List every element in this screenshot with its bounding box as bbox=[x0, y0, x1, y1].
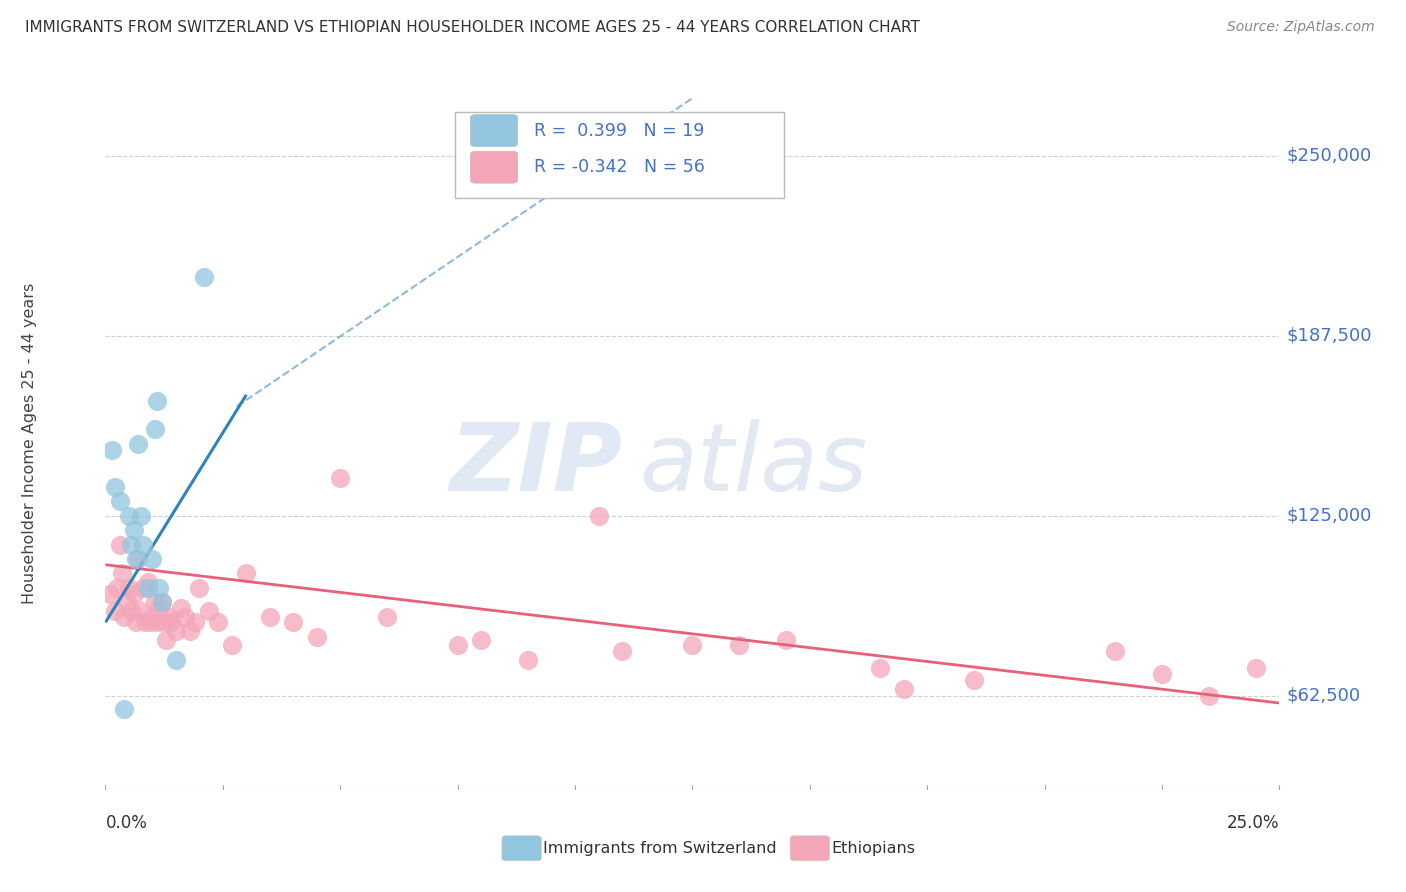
Point bbox=[122, 586, 145, 600]
Point bbox=[108, 494, 131, 508]
Point bbox=[893, 681, 915, 696]
Point bbox=[775, 632, 797, 647]
Point bbox=[143, 595, 166, 609]
Point bbox=[146, 615, 169, 630]
Point bbox=[136, 574, 159, 589]
Text: $187,500: $187,500 bbox=[1286, 326, 1372, 344]
Point bbox=[283, 615, 305, 630]
FancyBboxPatch shape bbox=[471, 152, 517, 183]
Text: IMMIGRANTS FROM SWITZERLAND VS ETHIOPIAN HOUSEHOLDER INCOME AGES 25 - 44 YEARS C: IMMIGRANTS FROM SWITZERLAND VS ETHIOPIAN… bbox=[25, 20, 920, 35]
Point bbox=[120, 604, 142, 618]
Point bbox=[728, 639, 751, 653]
Point bbox=[153, 615, 176, 630]
Point bbox=[132, 581, 155, 595]
Point bbox=[134, 615, 156, 630]
Point bbox=[1150, 667, 1173, 681]
Point bbox=[869, 661, 891, 675]
Point bbox=[104, 480, 127, 494]
Point bbox=[681, 639, 703, 653]
Point bbox=[165, 653, 187, 667]
Text: R =  0.399   N = 19: R = 0.399 N = 19 bbox=[534, 121, 704, 140]
Point bbox=[148, 601, 170, 615]
Point bbox=[157, 609, 180, 624]
Point bbox=[127, 552, 149, 566]
Point bbox=[132, 538, 155, 552]
Point bbox=[169, 601, 191, 615]
Point bbox=[101, 442, 124, 457]
Point bbox=[143, 422, 166, 436]
Point bbox=[125, 615, 148, 630]
Point bbox=[139, 615, 162, 630]
Point bbox=[141, 552, 163, 566]
Point bbox=[98, 586, 121, 600]
Point bbox=[111, 566, 134, 581]
Point bbox=[129, 604, 152, 618]
Point bbox=[150, 595, 173, 609]
Point bbox=[221, 639, 243, 653]
Point bbox=[112, 609, 135, 624]
Point bbox=[165, 624, 187, 638]
Text: 0.0%: 0.0% bbox=[105, 814, 148, 832]
Text: Source: ZipAtlas.com: Source: ZipAtlas.com bbox=[1227, 20, 1375, 34]
Point bbox=[127, 436, 149, 450]
Point bbox=[174, 609, 197, 624]
Point bbox=[588, 508, 610, 523]
Point bbox=[375, 609, 398, 624]
Point bbox=[155, 632, 177, 647]
Text: $125,000: $125,000 bbox=[1286, 507, 1372, 524]
Point bbox=[120, 538, 142, 552]
Point bbox=[115, 595, 138, 609]
Text: atlas: atlas bbox=[640, 419, 868, 510]
Text: R = -0.342   N = 56: R = -0.342 N = 56 bbox=[534, 158, 704, 177]
Point bbox=[193, 269, 215, 284]
Point bbox=[235, 566, 257, 581]
Point bbox=[259, 609, 281, 624]
Point bbox=[197, 604, 219, 618]
Point bbox=[963, 673, 986, 687]
Text: $250,000: $250,000 bbox=[1286, 146, 1372, 165]
Point bbox=[188, 581, 211, 595]
Point bbox=[141, 609, 163, 624]
Point bbox=[517, 653, 540, 667]
Point bbox=[118, 581, 141, 595]
Point bbox=[125, 552, 148, 566]
Point bbox=[104, 604, 127, 618]
FancyBboxPatch shape bbox=[471, 115, 517, 146]
Point bbox=[146, 393, 169, 408]
Point bbox=[1244, 661, 1267, 675]
Point bbox=[179, 624, 201, 638]
Point bbox=[129, 508, 152, 523]
Point bbox=[183, 615, 205, 630]
Point bbox=[470, 632, 492, 647]
Point bbox=[108, 538, 131, 552]
Point bbox=[160, 615, 183, 630]
Point bbox=[105, 581, 128, 595]
Point bbox=[148, 581, 170, 595]
Point bbox=[329, 471, 352, 485]
Point bbox=[1198, 689, 1220, 703]
FancyBboxPatch shape bbox=[456, 112, 785, 198]
Text: 25.0%: 25.0% bbox=[1227, 814, 1279, 832]
Text: Householder Income Ages 25 - 44 years: Householder Income Ages 25 - 44 years bbox=[21, 283, 37, 605]
Point bbox=[136, 581, 159, 595]
Text: Immigrants from Switzerland: Immigrants from Switzerland bbox=[543, 841, 776, 855]
Point bbox=[1104, 644, 1126, 658]
Text: $62,500: $62,500 bbox=[1286, 687, 1361, 705]
Point bbox=[122, 523, 145, 537]
Point bbox=[305, 630, 328, 644]
Point bbox=[118, 508, 141, 523]
Text: ZIP: ZIP bbox=[449, 418, 621, 510]
Point bbox=[112, 702, 135, 716]
Text: Ethiopians: Ethiopians bbox=[831, 841, 915, 855]
Point bbox=[610, 644, 633, 658]
Point bbox=[207, 615, 229, 630]
Point bbox=[447, 639, 470, 653]
Point bbox=[150, 595, 173, 609]
